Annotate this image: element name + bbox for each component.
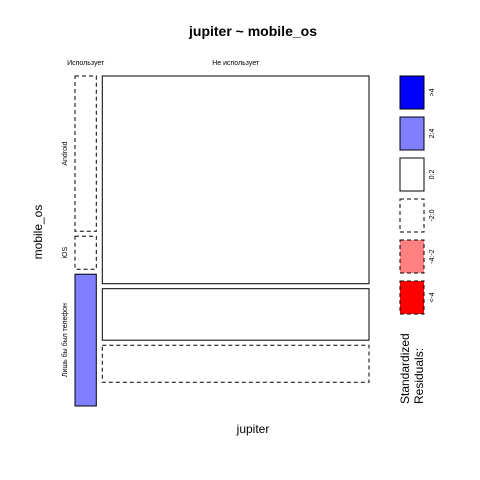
legend-label-5: <-4 [429, 292, 436, 302]
mosaic-cell-использует-лишь-бы-был-телефон [74, 273, 97, 407]
mosaic-cell-не-использует-android [101, 75, 370, 285]
column-label-использует: Использует [67, 60, 105, 67]
row-label-android: Android [62, 141, 69, 165]
legend-swatch-5 [399, 280, 425, 315]
legend: >4 2:4 0:2 -2:0 -4:-2 <-4 [399, 75, 436, 315]
legend-swatch-4 [399, 239, 425, 274]
legend-swatch-0 [399, 75, 425, 110]
mosaic-cells: Android iOS Лишь бы был телефон Использует Н… [61, 60, 370, 407]
legend-swatch-2 [399, 157, 425, 192]
x-axis-label: jupiter [236, 422, 270, 436]
legend-title-line2: Residuals: [412, 348, 426, 404]
mosaic-cell-не-использует-ios [101, 288, 370, 341]
row-label-ios: iOS [62, 247, 69, 259]
legend-swatch-1 [399, 116, 425, 151]
row-label-лишь-бы-был-телефон: Лишь бы был телефон [61, 303, 69, 377]
legend-label-1: 2:4 [429, 129, 436, 139]
legend-label-0: >4 [429, 88, 436, 96]
legend-swatch-3 [399, 198, 425, 233]
legend-label-3: -2:0 [429, 209, 436, 221]
y-axis-label: mobile_os [31, 205, 45, 260]
mosaic-cell-не-использует-лишь-бы-был-телефон [101, 344, 370, 383]
chart-title: jupiter ~ mobile_os [188, 23, 317, 39]
legend-label-4: -4:-2 [429, 249, 436, 264]
column-label-не-использует: Не использует [212, 60, 260, 67]
mosaic-cell-использует-ios [74, 235, 97, 270]
mosaic-cell-использует-android [74, 75, 97, 232]
legend-title-line1: Standardized [398, 333, 412, 404]
legend-label-2: 0:2 [429, 170, 436, 180]
